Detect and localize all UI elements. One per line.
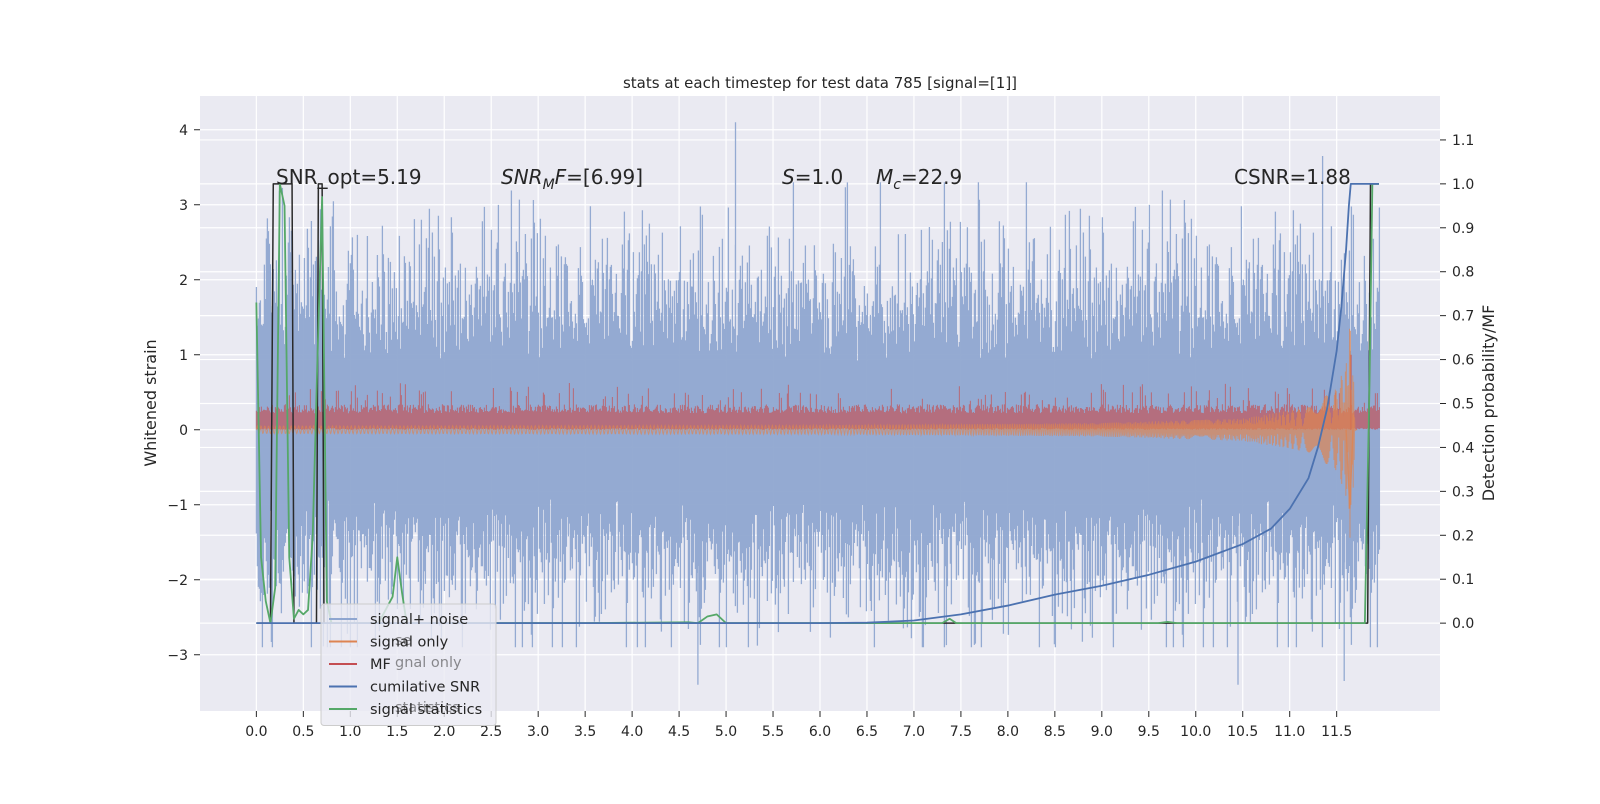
x-tick-label: 0.0 <box>245 724 267 740</box>
x-tick-label: 0.5 <box>292 724 314 740</box>
legend-remnant-text: gnal only <box>395 655 462 671</box>
x-tick-label: 6.0 <box>809 724 831 740</box>
x-tick-label: 9.5 <box>1138 724 1160 740</box>
x-tick-label: 8.5 <box>1044 724 1066 740</box>
y-left-tick-label: 2 <box>179 273 188 289</box>
series-layer <box>255 122 1381 685</box>
annotation-s: S=1.0 <box>782 165 843 189</box>
x-tick-label: 1.0 <box>339 724 361 740</box>
x-tick-label: 7.0 <box>903 724 925 740</box>
x-tick-label: 9.0 <box>1091 724 1113 740</box>
y-right-tick-label: 0.2 <box>1452 528 1474 544</box>
x-tick-label: 2.0 <box>433 724 455 740</box>
annotation-snr-opt: SNR_opt=5.19 <box>276 165 422 189</box>
y-left-tick-label: 1 <box>179 348 188 364</box>
y-axis-label-left: Whitened strain <box>141 339 160 466</box>
x-tick-label: 4.0 <box>621 724 643 740</box>
y-right-tick-label: 0.4 <box>1452 440 1474 456</box>
x-tick-label: 7.5 <box>950 724 972 740</box>
series-signal-only <box>255 328 1358 538</box>
y-right-tick-label: 0.9 <box>1452 221 1474 237</box>
legend-label: signal statistics <box>370 702 482 718</box>
annotations: SNR_opt=5.19 SNRMF=[6.99] S=1.0 Mc=22.9 … <box>276 165 1351 193</box>
x-tick-label: 1.5 <box>386 724 408 740</box>
x-tick-label: 6.5 <box>856 724 878 740</box>
tick-layer: 0.0 0.5 1.0 1.5 2.0 2.5 3.0 3.5 4.0 4.5 5.0 5.5 6.0 6… <box>167 123 1474 740</box>
series-cumulative-snr <box>256 182 1379 625</box>
legend-remnant-text: se <box>395 633 412 649</box>
y-axis-label-right: Detection probability/MF <box>1479 305 1498 502</box>
x-tick-label: 5.5 <box>762 724 784 740</box>
legend-label: cumilative SNR <box>370 680 480 696</box>
legend-label: MF <box>370 657 391 673</box>
x-tick-label: 5.0 <box>715 724 737 740</box>
y-left-tick-label: −2 <box>167 573 188 589</box>
legend-label: signal+ noise <box>370 612 468 628</box>
y-right-tick-label: 0.0 <box>1452 616 1474 632</box>
legend-remnant-text: statistics <box>395 700 460 716</box>
y-left-tick-label: −1 <box>167 498 188 514</box>
y-right-tick-label: 0.5 <box>1452 397 1474 413</box>
y-left-tick-label: −3 <box>167 648 188 664</box>
annotation-snr-mf: SNRMF=[6.99] <box>501 165 643 193</box>
legend: se gnal only statistics signal+ noise signal… <box>320 603 497 726</box>
legend-box <box>320 603 497 726</box>
legend-label: signal only <box>370 635 449 651</box>
x-tick-label: 3.5 <box>574 724 596 740</box>
x-tick-label: 11.0 <box>1274 724 1305 740</box>
series-mf <box>255 383 1380 430</box>
x-tick-label: 3.0 <box>527 724 549 740</box>
y-left-tick-label: 0 <box>179 423 188 439</box>
y-right-tick-label: 0.6 <box>1452 353 1474 369</box>
y-left-tick-label: 4 <box>179 123 188 139</box>
chart-title: stats at each timestep for test data 785… <box>623 74 1017 92</box>
y-right-tick-label: 1.0 <box>1452 177 1474 193</box>
x-tick-label: 10.0 <box>1180 724 1211 740</box>
y-right-tick-label: 0.1 <box>1452 572 1474 588</box>
y-left-tick-label: 3 <box>179 198 188 214</box>
annotation-mc: Mc=22.9 <box>876 165 962 193</box>
x-tick-label: 2.5 <box>480 724 502 740</box>
x-tick-label: 10.5 <box>1227 724 1258 740</box>
annotation-csnr: CSNR=1.88 <box>1234 165 1351 189</box>
y-right-tick-label: 0.3 <box>1452 484 1474 500</box>
y-right-tick-label: 1.1 <box>1452 133 1474 149</box>
series-detection-step <box>256 183 1379 624</box>
series-signal-only-merger <box>1345 414 1355 509</box>
series-signal-statistics <box>255 182 1379 625</box>
x-tick-label: 8.0 <box>997 724 1019 740</box>
x-tick-label: 4.5 <box>668 724 690 740</box>
x-tick-label: 11.5 <box>1321 724 1352 740</box>
y-right-tick-label: 0.8 <box>1452 265 1474 281</box>
y-right-tick-label: 0.7 <box>1452 309 1474 325</box>
